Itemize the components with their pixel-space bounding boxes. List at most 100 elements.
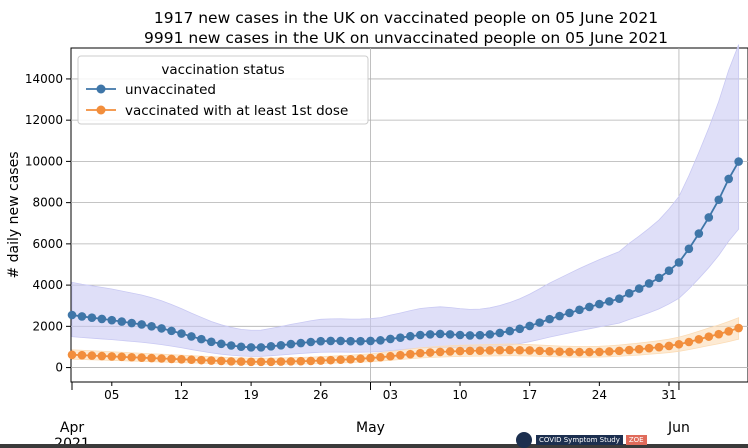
data-point-unvaccinated — [396, 333, 405, 342]
data-point-unvaccinated — [326, 336, 336, 346]
data-point-unvaccinated — [306, 337, 316, 347]
data-point-unvaccinated — [515, 324, 525, 334]
data-point-unvaccinated — [296, 338, 306, 348]
data-point-vaccinated — [495, 345, 505, 355]
data-point-vaccinated — [157, 354, 166, 363]
data-point-unvaccinated — [565, 308, 574, 318]
data-point-unvaccinated — [216, 339, 226, 349]
x-tick-label: 03 — [383, 388, 398, 402]
data-point-unvaccinated — [226, 341, 236, 350]
data-point-vaccinated — [624, 345, 634, 355]
data-point-vaccinated — [634, 344, 644, 354]
data-point-unvaccinated — [664, 266, 674, 275]
data-point-unvaccinated — [575, 305, 584, 315]
data-point-vaccinated — [644, 343, 654, 353]
y-axis-ticks: 0 2000 4000 6000 8000 10000 12000 14000 — [25, 72, 71, 375]
y-tick-label: 8000 — [32, 196, 63, 210]
data-point-unvaccinated — [246, 343, 256, 352]
data-point-vaccinated — [197, 355, 206, 365]
data-point-unvaccinated — [684, 244, 694, 254]
data-point-vaccinated — [127, 352, 136, 362]
data-point-unvaccinated — [77, 312, 87, 321]
data-point-unvaccinated — [137, 320, 146, 329]
data-point-unvaccinated — [177, 329, 186, 338]
data-point-unvaccinated — [614, 294, 624, 304]
data-point-unvaccinated — [674, 258, 684, 267]
logo-icon — [516, 432, 532, 448]
data-point-vaccinated — [336, 355, 345, 365]
data-point-unvaccinated — [724, 174, 733, 184]
data-point-vaccinated — [654, 342, 664, 352]
data-point-vaccinated — [107, 352, 117, 361]
data-point-unvaccinated — [256, 343, 266, 352]
data-point-vaccinated — [236, 357, 246, 366]
data-point-vaccinated — [555, 347, 564, 356]
data-point-unvaccinated — [415, 330, 425, 340]
data-point-unvaccinated — [714, 195, 724, 205]
data-point-unvaccinated — [336, 336, 345, 346]
data-point-vaccinated — [316, 356, 326, 365]
data-point-vaccinated — [485, 346, 495, 355]
data-point-vaccinated — [455, 346, 465, 356]
data-point-vaccinated — [714, 329, 724, 339]
data-point-unvaccinated — [505, 326, 515, 336]
data-point-unvaccinated — [595, 299, 604, 309]
data-point-unvaccinated — [127, 318, 136, 328]
data-point-vaccinated — [734, 323, 743, 333]
data-point-vaccinated — [117, 352, 127, 362]
data-point-unvaccinated — [87, 313, 97, 322]
data-point-unvaccinated — [475, 330, 485, 340]
data-point-unvaccinated — [605, 297, 614, 306]
data-point-vaccinated — [286, 357, 296, 366]
y-tick-label: 4000 — [32, 278, 63, 292]
data-point-vaccinated — [694, 335, 704, 344]
data-point-vaccinated — [256, 357, 266, 367]
logo-app-name: COVID Symptom Study — [536, 435, 623, 445]
data-point-unvaccinated — [495, 328, 505, 338]
data-point-vaccinated — [276, 357, 286, 366]
x-tick-label: 26 — [313, 388, 328, 402]
data-point-vaccinated — [595, 347, 604, 357]
data-point-unvaccinated — [555, 311, 564, 321]
data-point-vaccinated — [664, 341, 674, 351]
x-month-label: May — [356, 420, 385, 436]
logo-brand: ZOE — [625, 435, 647, 445]
data-point-unvaccinated — [187, 332, 196, 341]
y-tick-label: 14000 — [25, 72, 63, 86]
legend-label-unvaccinated: unvaccinated — [125, 82, 216, 98]
data-point-vaccinated — [704, 332, 714, 341]
x-tick-label: 05 — [104, 388, 119, 402]
x-month-label: Apr — [60, 420, 84, 436]
data-point-unvaccinated — [366, 336, 375, 346]
data-point-vaccinated — [167, 354, 176, 364]
data-point-vaccinated — [216, 356, 226, 366]
data-point-vaccinated — [614, 346, 624, 356]
data-point-vaccinated — [187, 355, 196, 365]
data-point-unvaccinated — [167, 326, 176, 336]
data-point-unvaccinated — [435, 329, 445, 339]
data-point-unvaccinated — [485, 330, 495, 339]
data-point-vaccinated — [177, 355, 186, 364]
data-point-vaccinated — [366, 353, 375, 363]
data-point-unvaccinated — [346, 336, 355, 346]
data-point-vaccinated — [515, 345, 525, 355]
data-point-vaccinated — [207, 356, 216, 365]
data-point-vaccinated — [147, 353, 156, 363]
legend-marker-vaccinated — [96, 105, 106, 115]
data-point-vaccinated — [246, 357, 256, 367]
legend-label-vaccinated: vaccinated with at least 1st dose — [125, 103, 348, 119]
x-tick-label: 17 — [522, 388, 537, 402]
data-point-vaccinated — [684, 337, 694, 347]
data-point-unvaccinated — [634, 284, 644, 293]
data-point-unvaccinated — [386, 334, 395, 344]
data-point-unvaccinated — [406, 331, 415, 341]
data-point-unvaccinated — [694, 229, 704, 238]
data-point-unvaccinated — [286, 339, 296, 349]
data-point-unvaccinated — [356, 336, 365, 346]
data-point-vaccinated — [525, 346, 534, 355]
data-point-vaccinated — [565, 347, 574, 357]
data-point-unvaccinated — [117, 317, 127, 326]
data-point-unvaccinated — [644, 279, 654, 288]
x-tick-label: 24 — [592, 388, 607, 402]
data-point-vaccinated — [415, 348, 425, 358]
